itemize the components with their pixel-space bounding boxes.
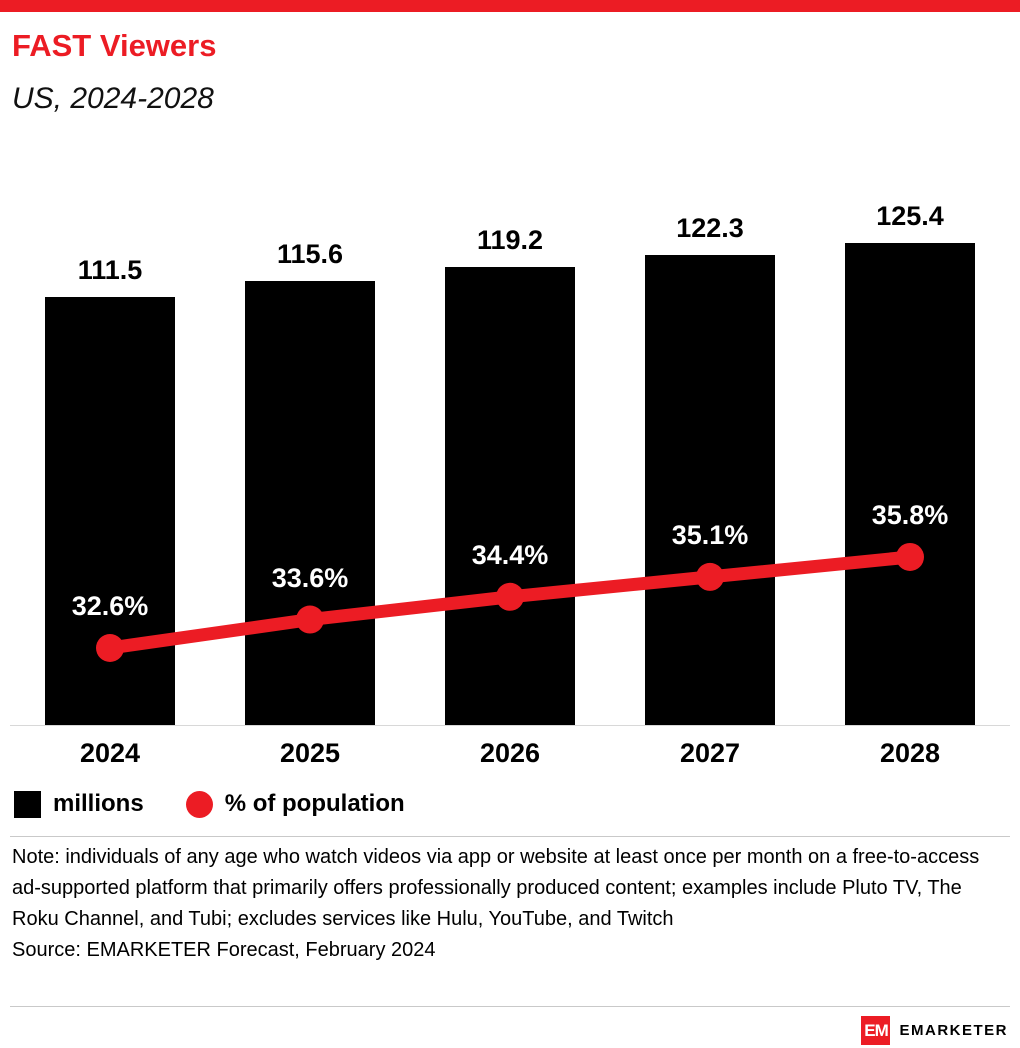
line-data-point [296, 605, 324, 634]
bar-value-label: 119.2 [476, 225, 544, 256]
percent-label: 34.4% [471, 539, 549, 570]
brand-footer: EM EMARKETER [861, 1016, 1008, 1045]
divider [10, 836, 1010, 837]
line-data-point [896, 542, 924, 571]
x-axis-line [10, 725, 1010, 726]
percent-label: 33.6% [271, 562, 349, 593]
bar-value-label: 122.3 [676, 213, 744, 244]
legend-item-millions: millions [14, 790, 144, 818]
x-axis-label: 2025 [279, 738, 341, 768]
bar-line-chart: 111.5 2024 115.6 2025 119.2 2026 122.3 2027 125.… [0, 160, 1020, 780]
footnotes: Note: individuals of any age who watch v… [12, 842, 980, 966]
line-series-swatch [185, 790, 213, 818]
divider [10, 1006, 1010, 1007]
line-data-point [496, 582, 524, 611]
x-axis-label: 2026 [479, 738, 541, 768]
x-axis-label: 2024 [79, 738, 141, 768]
bar-value-label: 111.5 [77, 254, 143, 285]
emarketer-logo-icon: EM [861, 1016, 891, 1045]
line-data-point [96, 634, 124, 662]
bar-2027 [645, 255, 775, 725]
bar-value-label: 115.6 [276, 239, 344, 270]
top-accent-bar [0, 0, 1020, 12]
bar-2026 [445, 267, 575, 725]
source-text: Source: EMARKETER Forecast, February 202… [12, 939, 436, 961]
bar-2025 [245, 281, 375, 725]
legend-item-percent-of-population: % of population [185, 790, 405, 818]
percent-of-population-line [96, 542, 924, 662]
x-axis-label: 2027 [679, 738, 741, 768]
percent-label: 35.8% [871, 499, 949, 530]
x-axis-label: 2028 [879, 738, 941, 768]
legend-label: % of population [224, 790, 405, 817]
legend-label: millions [53, 790, 144, 817]
brand-name: EMARKETER [899, 1022, 1008, 1039]
logo-monogram: EM [864, 1020, 888, 1040]
percent-label: 35.1% [671, 519, 749, 550]
line-data-point [696, 562, 724, 591]
bar-series-swatch [14, 790, 41, 818]
bar-value-label: 125.4 [876, 201, 944, 232]
note-text: Note: individuals of any age who watch v… [12, 846, 980, 930]
percent-label: 32.6% [71, 591, 149, 621]
chart-title: FAST Viewers [12, 28, 217, 63]
chart-subtitle: US, 2024-2028 [12, 82, 214, 115]
bar-2028 [845, 243, 975, 725]
chart-legend: millions % of population [14, 790, 405, 818]
